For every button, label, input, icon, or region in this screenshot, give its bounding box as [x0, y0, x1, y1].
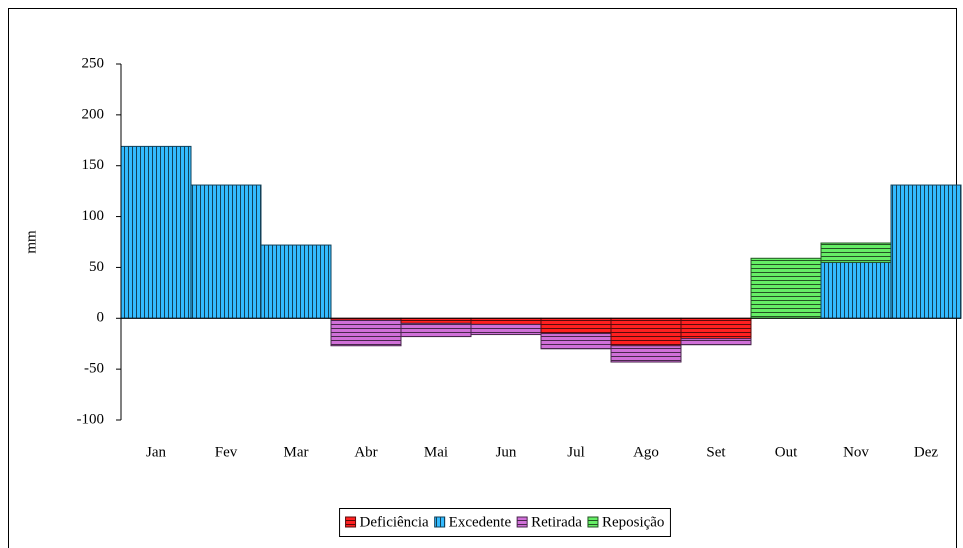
bar — [610, 345, 682, 363]
x-tick-label: Jun — [496, 444, 517, 460]
y-tick-label: -50 — [84, 361, 104, 377]
x-tick-label: Mar — [284, 444, 309, 460]
legend-swatch — [434, 516, 446, 528]
legend-label: Reposição — [602, 514, 664, 530]
legend-label: Retirada — [531, 514, 582, 530]
bar — [680, 317, 752, 340]
bar — [540, 333, 612, 350]
x-tick-label: Out — [775, 444, 798, 460]
y-tick-label: 250 — [82, 55, 105, 71]
y-tick-label: 200 — [82, 106, 105, 122]
legend-box — [339, 508, 671, 537]
bar — [400, 317, 472, 324]
y-tick-label: 0 — [97, 310, 105, 326]
bar — [750, 257, 822, 319]
x-tick-label: Fev — [215, 444, 238, 460]
x-tick-label: Jan — [146, 444, 166, 460]
bar — [190, 184, 262, 319]
bar — [610, 317, 682, 347]
bar — [400, 322, 472, 338]
legend-label: Deficiência — [360, 514, 429, 530]
bar — [470, 317, 542, 325]
x-tick-label: Mai — [424, 444, 448, 460]
legend-swatch — [345, 516, 357, 528]
y-tick-label: -100 — [77, 411, 105, 427]
x-tick-label: Dez — [914, 444, 938, 460]
bar — [680, 338, 752, 346]
y-axis-label: mm — [23, 230, 39, 254]
bar — [120, 145, 192, 319]
y-tick-label: 100 — [82, 208, 105, 224]
legend-label: Excedente — [449, 514, 512, 530]
bar — [260, 244, 332, 319]
x-tick-label: Ago — [633, 444, 659, 460]
bar — [820, 261, 892, 319]
bar — [890, 184, 962, 319]
bar — [820, 242, 892, 263]
bar — [540, 317, 612, 335]
x-tick-label: Jul — [567, 444, 585, 460]
legend-swatch — [516, 516, 528, 528]
y-tick-label: 50 — [89, 259, 104, 275]
x-tick-label: Abr — [354, 444, 377, 460]
legend: Deficiência Excedente Retirada Reposição — [339, 508, 671, 537]
bar — [330, 319, 402, 347]
x-tick-label: Set — [706, 444, 726, 460]
legend-swatch — [587, 516, 599, 528]
bar — [470, 323, 542, 336]
y-tick-label: 150 — [82, 157, 105, 173]
x-tick-label: Nov — [843, 444, 869, 460]
